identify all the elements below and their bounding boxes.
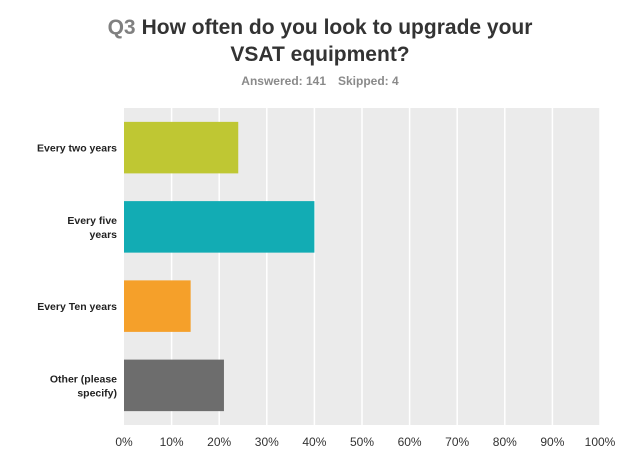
- x-tick-label: 0%: [115, 435, 133, 449]
- bar[interactable]: [124, 201, 315, 253]
- category-label: Every five years: [67, 215, 117, 241]
- category-label-line: Other (please: [50, 373, 117, 385]
- bar[interactable]: [124, 121, 239, 174]
- category-label: Other (please specify): [50, 373, 117, 399]
- question-text-line2: VSAT equipment?: [230, 43, 410, 66]
- x-tick-label: 40%: [302, 435, 326, 449]
- category-label-line: Every Ten years: [37, 301, 117, 313]
- x-tick-label: 100%: [585, 435, 616, 449]
- skipped-count: Skipped: 4: [338, 74, 399, 88]
- question-text-line1: How often do you look to upgrade your: [141, 16, 533, 39]
- category-label-line: Every two years: [37, 143, 117, 155]
- bar[interactable]: [124, 359, 224, 412]
- category-label-line: specify): [77, 387, 117, 399]
- x-tick-label: 80%: [493, 435, 517, 449]
- x-tick-label: 10%: [160, 435, 184, 449]
- category-label: Every two years: [37, 143, 117, 155]
- response-stats: Answered: 141 Skipped: 4: [0, 74, 640, 88]
- x-tick-label: 90%: [540, 435, 564, 449]
- x-tick-label: 30%: [255, 435, 279, 449]
- answered-count: Answered: 141: [241, 74, 326, 88]
- question-number: Q3: [107, 16, 136, 39]
- x-tick-label: 60%: [398, 435, 422, 449]
- category-label-line: Every five: [67, 215, 117, 227]
- x-tick-label: 50%: [350, 435, 374, 449]
- category-label: Every Ten years: [37, 301, 117, 313]
- category-label-line: years: [90, 229, 118, 241]
- bar[interactable]: [124, 280, 191, 332]
- chart-title: Q3 How often do you look to upgrade your …: [0, 14, 640, 68]
- x-tick-label: 20%: [207, 435, 231, 449]
- x-tick-label: 70%: [445, 435, 469, 449]
